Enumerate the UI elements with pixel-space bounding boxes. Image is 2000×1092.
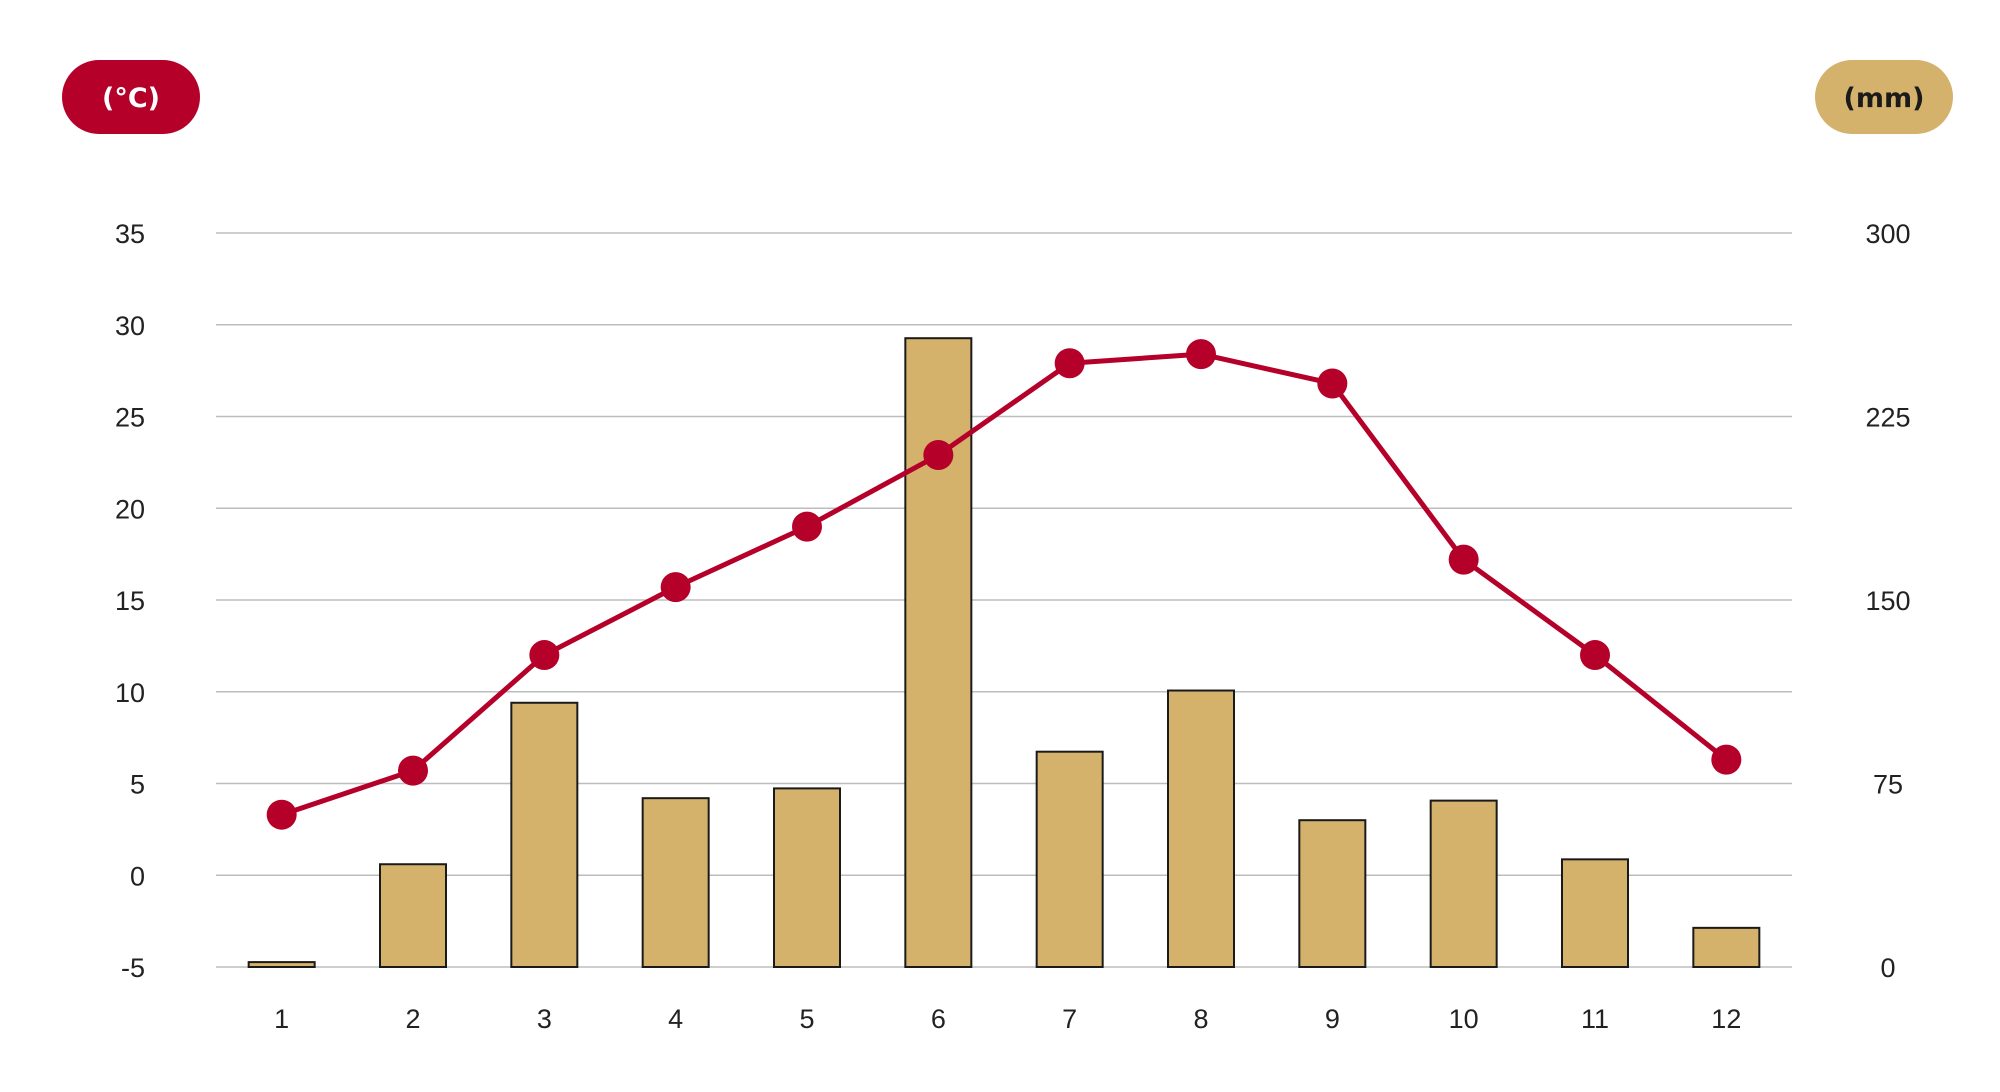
right-unit-badge: (mm): [1815, 60, 1953, 134]
temperature-point: [266, 799, 297, 830]
temperature-point: [1448, 544, 1479, 575]
temperature-line: [266, 339, 1742, 830]
left-tick-label: 35: [115, 219, 145, 249]
precipitation-bar: [247, 961, 316, 969]
x-tick-label: 2: [405, 1004, 420, 1034]
temperature-point: [398, 755, 428, 786]
precipitation-bars: [247, 337, 1761, 969]
temperature-point: [1580, 640, 1610, 671]
precipitation-bar: [1298, 819, 1367, 969]
temperature-point: [529, 640, 560, 671]
right-tick-label: 300: [1865, 219, 1910, 249]
x-tick-label: 11: [1581, 1004, 1609, 1034]
right-tick-label: 75: [1873, 770, 1903, 800]
left-tick-label: 25: [115, 403, 145, 433]
left-unit-badge: (°C): [62, 60, 200, 134]
x-tick-label: 6: [931, 1004, 946, 1034]
x-tick-label: 10: [1449, 1004, 1479, 1034]
left-tick-label: 15: [115, 586, 145, 616]
right-unit-label: (mm): [1844, 83, 1925, 114]
left-unit-label: (°C): [102, 83, 160, 114]
temperature-point: [1186, 339, 1216, 370]
left-axis-ticks: -5 0 5 10 15 20 25 30 35: [115, 219, 145, 983]
x-tick-label: 4: [668, 1004, 683, 1034]
left-tick-label: 30: [115, 311, 145, 341]
precipitation-bar: [1167, 689, 1235, 968]
precipitation-bar: [1035, 750, 1104, 969]
x-tick-label: 5: [799, 1004, 814, 1034]
left-tick-label: 5: [130, 770, 145, 800]
left-tick-label: 20: [115, 494, 145, 524]
left-tick-label: 0: [130, 861, 145, 891]
x-tick-label: 1: [274, 1004, 289, 1034]
temperature-point: [660, 572, 691, 603]
temperature-point: [923, 440, 954, 471]
precipitation-bar: [1561, 858, 1629, 969]
right-tick-label: 150: [1865, 586, 1910, 616]
precipitation-bar: [904, 337, 973, 968]
x-tick-label: 9: [1325, 1004, 1340, 1034]
left-tick-label: -5: [121, 953, 145, 983]
temperature-point: [1054, 348, 1085, 379]
temperature-point: [1711, 744, 1742, 775]
x-tick-label: 12: [1711, 1004, 1741, 1034]
precipitation-bar: [510, 701, 579, 968]
temperature-line-path: [279, 351, 1729, 818]
precipitation-bar: [773, 787, 841, 968]
temperature-point: [1317, 368, 1348, 399]
right-axis-ticks: 0 75 150 225 300: [1865, 219, 1910, 983]
precipitation-bar: [379, 863, 447, 968]
x-tick-label: 3: [537, 1004, 552, 1034]
left-tick-label: 10: [115, 678, 145, 708]
x-axis-ticks: 1 2 3 4 5 6 7 8 9 10 11 12: [274, 1004, 1741, 1034]
precipitation-bar: [641, 797, 710, 968]
right-tick-label: 225: [1865, 403, 1910, 433]
x-tick-label: 7: [1062, 1004, 1077, 1034]
precipitation-bar: [1692, 926, 1761, 968]
grid-lines: [216, 232, 1792, 968]
left-unit-pill: [62, 60, 200, 134]
right-tick-label: 0: [1880, 953, 1895, 983]
precipitation-bar: [1429, 799, 1498, 968]
temperature-point: [792, 511, 822, 542]
x-tick-label: 8: [1193, 1004, 1208, 1034]
right-unit-pill: [1815, 60, 1953, 134]
